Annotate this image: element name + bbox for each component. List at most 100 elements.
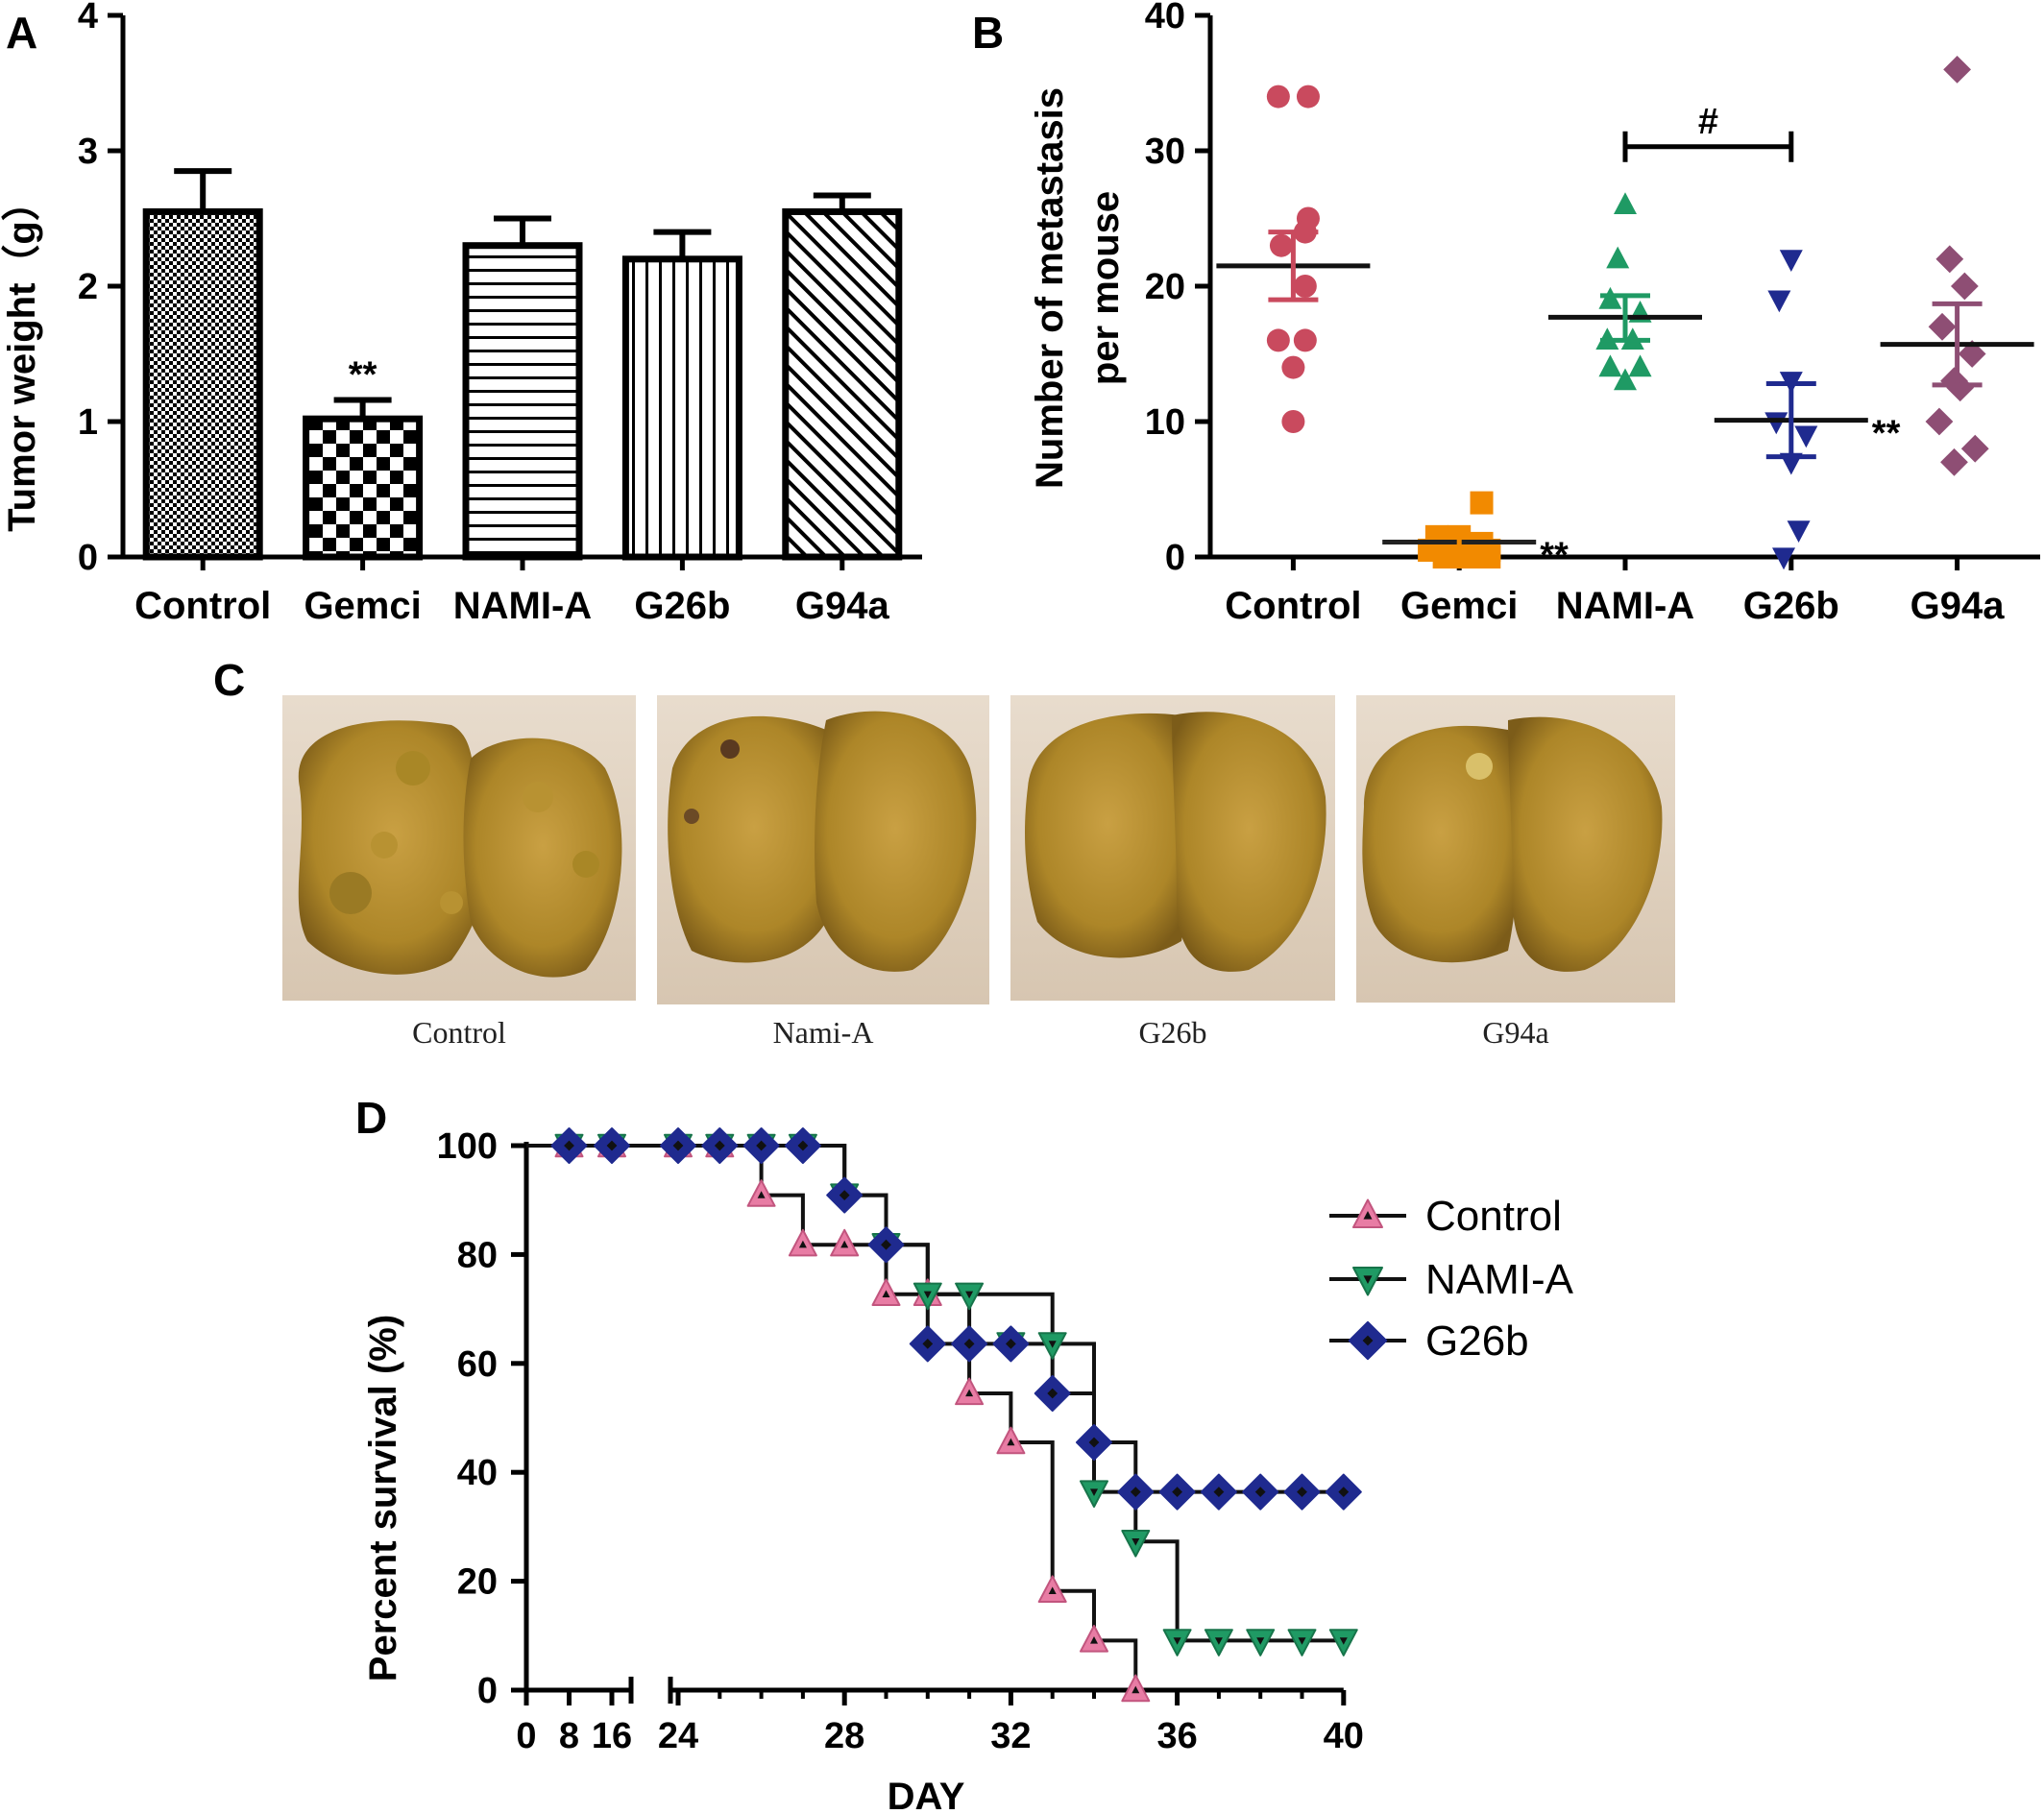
d-y-tick-label: 20 [457,1562,498,1603]
b-category-label: Control [1225,585,1361,627]
d-survival-step-line [526,1144,1138,1690]
d-marker-dot [1090,1488,1098,1497]
d-marker-dot [1090,1636,1098,1644]
d-x-tick-label: 8 [559,1716,579,1756]
b-data-point [1958,340,1986,368]
b-data-point [1281,410,1305,433]
d-marker-dot [1297,1487,1307,1498]
d-legend-marker-dot [1362,1335,1374,1346]
b-y-tick-label: 0 [1165,538,1185,578]
b-data-point [1767,290,1791,313]
d-marker-dot [1132,1538,1140,1546]
d-marker-dot [757,1191,766,1198]
d-y-tick-label: 40 [457,1453,498,1493]
b-data-point [1946,374,1975,402]
a-y-tick-label: 2 [78,267,98,307]
panel-b-y-axis-label-line2: per mouse [1084,191,1127,385]
photo-caption-nami-a: Nami-A [773,1015,874,1050]
d-x-tick-label: 36 [1156,1716,1197,1756]
b-data-point [1925,407,1954,436]
d-marker-dot [714,1140,725,1151]
panel-b-label: B [972,8,1004,58]
b-data-point [1940,447,1968,476]
b-data-point [1928,312,1957,341]
d-marker-dot [1298,1637,1306,1645]
panel-b-y-axis-label-line1: Number of metastasis [1029,87,1071,489]
panel-c-label: C [213,655,245,705]
d-survival-step-line [526,1144,1344,1494]
d-y-tick-label: 100 [437,1126,498,1167]
d-legend-marker-dot [1363,1275,1373,1284]
d-marker-dot [1213,1487,1225,1498]
b-data-point [1606,246,1630,269]
b-data-point [1470,491,1494,515]
d-marker-dot [1130,1487,1141,1498]
b-y-tick-label: 30 [1145,132,1185,172]
a-category-label: G26b [634,585,730,627]
a-y-tick-label: 0 [78,538,98,578]
d-marker-dot [1048,1586,1057,1595]
d-legend-marker-dot [1363,1211,1373,1220]
photo-caption-g94a: G94a [1482,1015,1548,1050]
b-category-label: NAMI-A [1556,585,1694,627]
d-marker-dot [1338,1487,1350,1498]
a-bar [142,207,263,561]
a-bar [462,242,583,561]
d-marker-dot [756,1140,766,1151]
liver-photo-g94a [1356,695,1675,1003]
b-data-point [1598,354,1622,377]
b-data-point [1960,434,1989,463]
b-data-point [1794,425,1818,448]
photo-caption-g26b: G26b [1138,1015,1206,1050]
d-marker-dot [797,1140,809,1151]
d-x-tick-label: 16 [592,1716,632,1756]
d-legend-label: Control [1425,1193,1562,1240]
b-category-label: G26b [1743,585,1839,627]
panel-d-y-axis-label: Percent survival (%) [362,1315,404,1681]
b-data-point [1266,85,1290,109]
a-y-tick-label: 3 [78,132,98,172]
b-y-tick-label: 40 [1145,0,1185,36]
d-y-tick-label: 80 [457,1235,498,1275]
b-y-tick-label: 20 [1145,267,1185,307]
d-marker-dot [1214,1637,1223,1645]
b-data-point [1293,275,1317,298]
a-bar [621,255,742,561]
d-y-tick-label: 0 [477,1671,498,1711]
b-data-point [1787,520,1811,543]
b-category-label: Gemci [1400,585,1518,627]
d-x-tick-label: 0 [516,1716,536,1756]
b-data-point [1296,85,1320,109]
a-category-label: NAMI-A [453,585,592,627]
d-marker-dot [882,1290,890,1297]
b-category-label: G94a [1910,585,2006,627]
b-data-point [1614,192,1637,214]
d-x-tick-label: 24 [658,1716,698,1756]
b-data-point [1293,328,1317,352]
d-marker-dot [1007,1438,1015,1446]
d-marker-dot [963,1338,975,1349]
liver-photo-nami-a [657,695,989,1004]
b-data-point [1772,547,1796,570]
panel-a-label: A [6,8,37,58]
d-marker-dot [923,1291,932,1299]
b-data-point [1764,412,1788,435]
b-bracket-mark: # [1698,102,1718,142]
b-significance-mark: ** [1872,414,1901,454]
d-legend-label: NAMI-A [1425,1256,1574,1303]
d-marker-dot [564,1140,574,1151]
d-marker-dot [965,1291,974,1299]
d-x-tick-label: 40 [1324,1716,1364,1756]
b-data-point [1281,355,1305,379]
d-survival-step-line [526,1144,1344,1643]
a-bar [303,415,424,561]
b-data-point [1935,245,1964,274]
d-marker-dot [1173,1637,1181,1645]
d-marker-dot [672,1140,684,1151]
d-marker-dot [922,1338,934,1349]
d-marker-dot [1256,1637,1265,1645]
d-marker-dot [1006,1338,1016,1349]
b-data-point [1779,250,1803,272]
